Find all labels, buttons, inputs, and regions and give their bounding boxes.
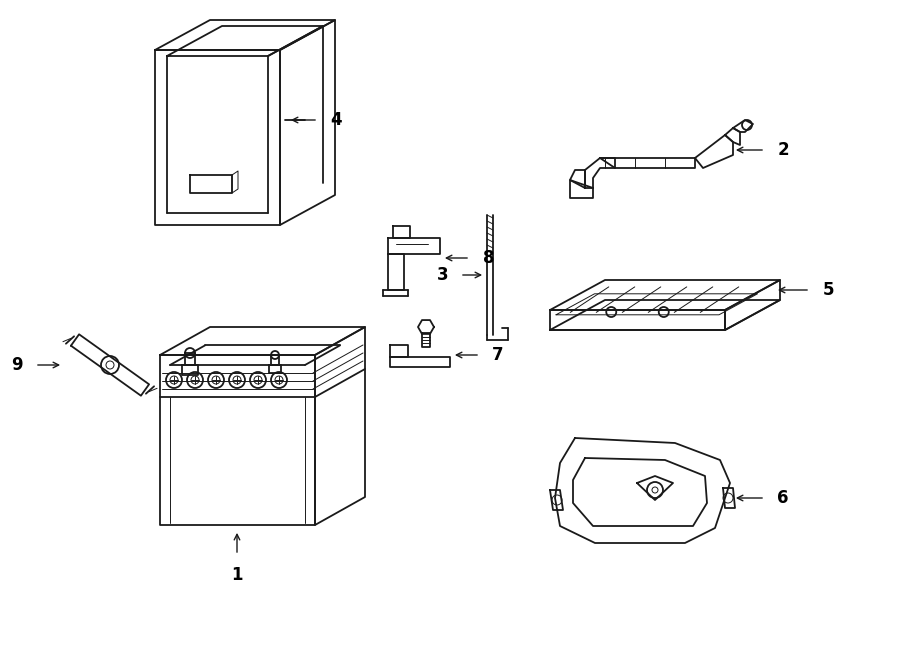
Text: 2: 2 <box>778 141 789 159</box>
Text: 9: 9 <box>12 356 23 374</box>
Text: 5: 5 <box>823 281 834 299</box>
Text: 8: 8 <box>483 249 494 267</box>
Text: 1: 1 <box>231 566 243 584</box>
Text: 4: 4 <box>330 111 342 129</box>
Text: 3: 3 <box>436 266 448 284</box>
Text: 7: 7 <box>492 346 504 364</box>
Text: 6: 6 <box>777 489 788 507</box>
